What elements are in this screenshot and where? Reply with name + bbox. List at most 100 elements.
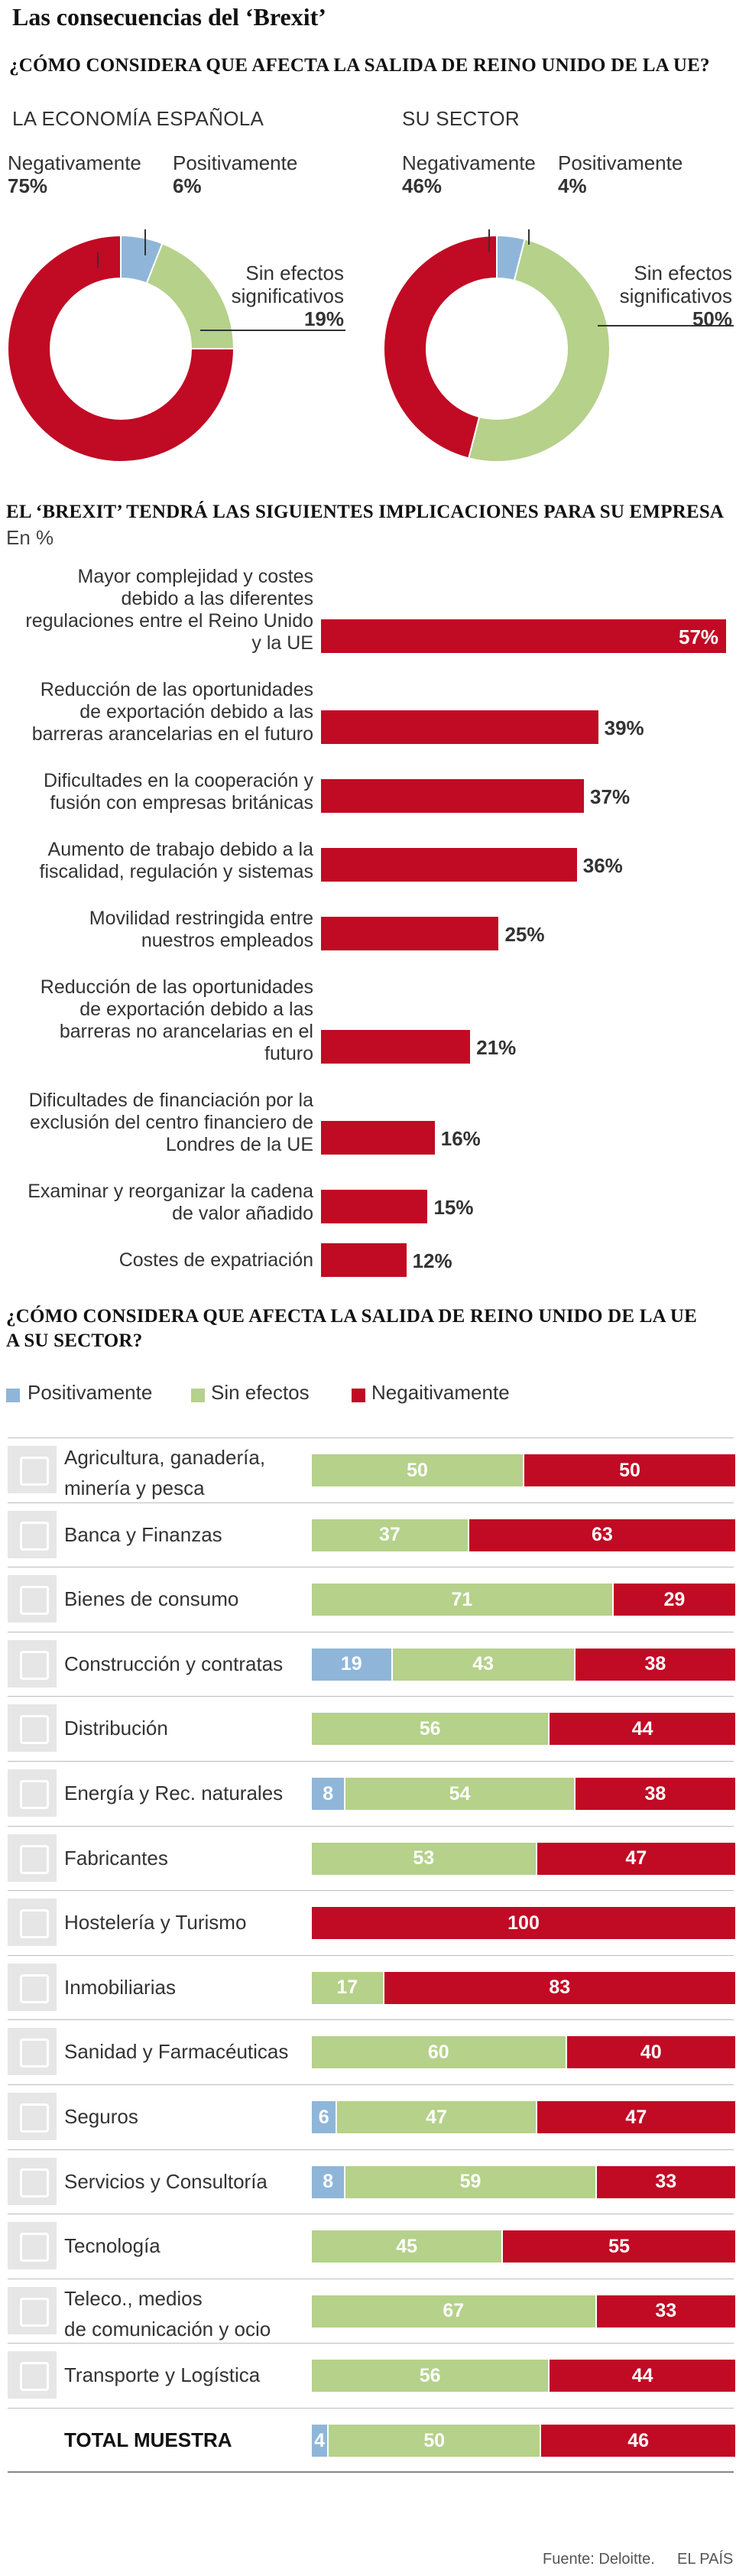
box-icon <box>8 1704 57 1753</box>
sector-row: Inmobiliarias 17 83 <box>8 1955 735 2019</box>
implication-value: 12% <box>412 1249 452 1272</box>
sector-label-line: Transporte y Logística <box>64 2363 261 2387</box>
sector-label: Transporte y Logística <box>64 2360 260 2390</box>
sector-row: Sanidad y Farmacéuticas 60 40 <box>8 2019 735 2084</box>
donut-1-title: LA ECONOMÍA ESPAÑOLA <box>12 107 264 130</box>
sector-label: Agricultura, ganadería, minería y pesca <box>64 1442 265 1503</box>
segment-sin: 50 <box>329 2425 540 2457</box>
implication-label: Reducción de las oportunidades de exporta… <box>8 679 313 746</box>
segment-neg: 33 <box>596 2295 735 2327</box>
segment-neg: 40 <box>566 2036 735 2069</box>
row-separator <box>8 2343 734 2344</box>
segment-sin: 45 <box>312 2230 502 2263</box>
implication-bar <box>321 779 585 813</box>
segment-sin: 56 <box>312 2360 549 2392</box>
donut-1-slice-neg <box>7 234 235 463</box>
implication-label-line: Examinar y reorganizar la cadena <box>28 1181 313 1202</box>
sector-label: Servicios y Consultoría <box>64 2166 268 2197</box>
implication-label: Movilidad restringida entre nuestros empl… <box>8 908 313 952</box>
question-1-heading: ¿CÓMO CONSIDERA QUE AFECTA LA SALIDA DE … <box>9 55 710 76</box>
row-separator <box>8 1890 734 1892</box>
implication-value: 39% <box>604 716 644 739</box>
segment-sin: 67 <box>312 2295 595 2327</box>
total-row: TOTAL MUESTRA 4 50 46 <box>8 2408 735 2472</box>
briefcase-icon <box>8 2157 57 2205</box>
sector-label-line: Construcción y contratas <box>64 1652 284 1675</box>
row-separator <box>8 2149 734 2150</box>
implication-label-line: Mayor complejidad y costes <box>77 566 313 587</box>
row-separator <box>8 2084 734 2085</box>
segment-neg: 44 <box>550 1713 735 1746</box>
sector-row: Seguros 6 47 47 <box>8 2084 735 2149</box>
lightbulb-icon <box>8 1769 57 1817</box>
implication-value: 36% <box>582 854 623 877</box>
implication-label-line: de exportación debido a las <box>79 999 313 1020</box>
row-separator <box>8 1696 734 1697</box>
donut-1-slice-sin <box>145 242 235 349</box>
sector-label: Tecnología <box>64 2230 160 2261</box>
sector-label-line: Hostelería y Turismo <box>64 1911 247 1934</box>
medical-cross-icon <box>8 2028 57 2076</box>
legend-neg-label: Negaitivamente <box>371 1381 510 1404</box>
sector-row: Energía y Rec. naturales 8 54 38 <box>8 1761 735 1825</box>
sector-label: Seguros <box>64 2101 138 2132</box>
row-separator <box>8 1502 734 1503</box>
sector-chart: Agricultura, ganadería, minería y pesca 50… <box>0 1437 749 2523</box>
implication-bar <box>321 1243 407 1277</box>
segment-neg: 47 <box>537 1842 735 1875</box>
bank-icon <box>8 1510 57 1558</box>
implications-heading: EL ‘BREXIT’ TENDRÁ LAS SIGUIENTES IMPLIC… <box>6 502 725 522</box>
sector-label: Distribución <box>64 1713 168 1743</box>
implication-bar <box>321 848 577 882</box>
segment-neg: 38 <box>575 1778 735 1810</box>
implication-label-line: de valor añadido <box>172 1203 313 1224</box>
sector-row: Transporte y Logística 56 44 <box>8 2343 735 2407</box>
implications-unit: En % <box>6 526 54 549</box>
segment-sin: 17 <box>312 1971 383 2004</box>
sector-label: Fabricantes <box>64 1843 168 1873</box>
sector-row: Bienes de consumo 71 29 <box>8 1567 735 1631</box>
implication-label-line: futuro <box>264 1043 313 1064</box>
segment-neg: 83 <box>384 1971 735 2004</box>
implication-label: Reducción de las oportunidades de exporta… <box>8 976 313 1065</box>
sector-row: Tecnología 45 55 <box>8 2214 735 2278</box>
segment-neg: 44 <box>550 2360 735 2392</box>
implication-label-line: Londres de la UE <box>165 1134 313 1155</box>
segment-neg: 50 <box>524 1454 735 1486</box>
donut-2-pos-label: Positivamente 4% <box>558 151 683 197</box>
sector-label-line: minería y pesca <box>64 1476 205 1499</box>
sector-label-line: Fabricantes <box>64 1846 168 1869</box>
construction-icon <box>8 1639 57 1688</box>
donut-2-chart <box>383 229 734 463</box>
sector-label: Teleco., medios de comunicación y ocio <box>64 2283 271 2344</box>
sector-label: TOTAL MUESTRA <box>64 2425 232 2455</box>
segment-sin: 47 <box>337 2101 536 2133</box>
sector-label: Energía y Rec. naturales <box>64 1778 283 1808</box>
shopping-icon <box>8 1575 57 1623</box>
gear-icon <box>8 1834 57 1882</box>
sector-label: Banca y Finanzas <box>64 1519 222 1550</box>
sector-row: Banca y Finanzas 37 63 <box>8 1502 735 1567</box>
shield-icon <box>8 2093 57 2140</box>
segment-sin: 56 <box>312 1713 549 1746</box>
legend-sin-swatch <box>191 1389 205 1402</box>
segment-pos: 8 <box>312 1778 345 1810</box>
implication-value: 21% <box>476 1036 517 1059</box>
sector-row: Servicios y Consultoría 8 59 33 <box>8 2149 735 2214</box>
implication-label-line: Movilidad restringida entre <box>89 908 313 929</box>
donut-2-slice-neg <box>383 234 498 460</box>
row-separator <box>8 2470 734 2473</box>
phone-icon <box>8 2286 57 2334</box>
segment-sin: 43 <box>392 1648 574 1681</box>
implication-label-line: Reducción de las oportunidades <box>40 679 313 700</box>
implication-label-line: de exportación debido a las <box>79 701 313 723</box>
segment-sin: 60 <box>312 2036 566 2069</box>
donut-2-title: SU SECTOR <box>402 107 520 130</box>
donut-1-chart <box>7 229 345 463</box>
sector-row: Agricultura, ganadería, minería y pesca 50… <box>8 1437 735 1503</box>
sector-label-line: de comunicación y ocio <box>64 2317 271 2340</box>
implication-label-line: Reducción de las oportunidades <box>40 976 313 998</box>
sector-label-line: Sanidad y Farmacéuticas <box>64 2040 289 2064</box>
legend-pos-label: Positivamente <box>28 1381 153 1404</box>
computer-icon <box>8 2222 57 2270</box>
